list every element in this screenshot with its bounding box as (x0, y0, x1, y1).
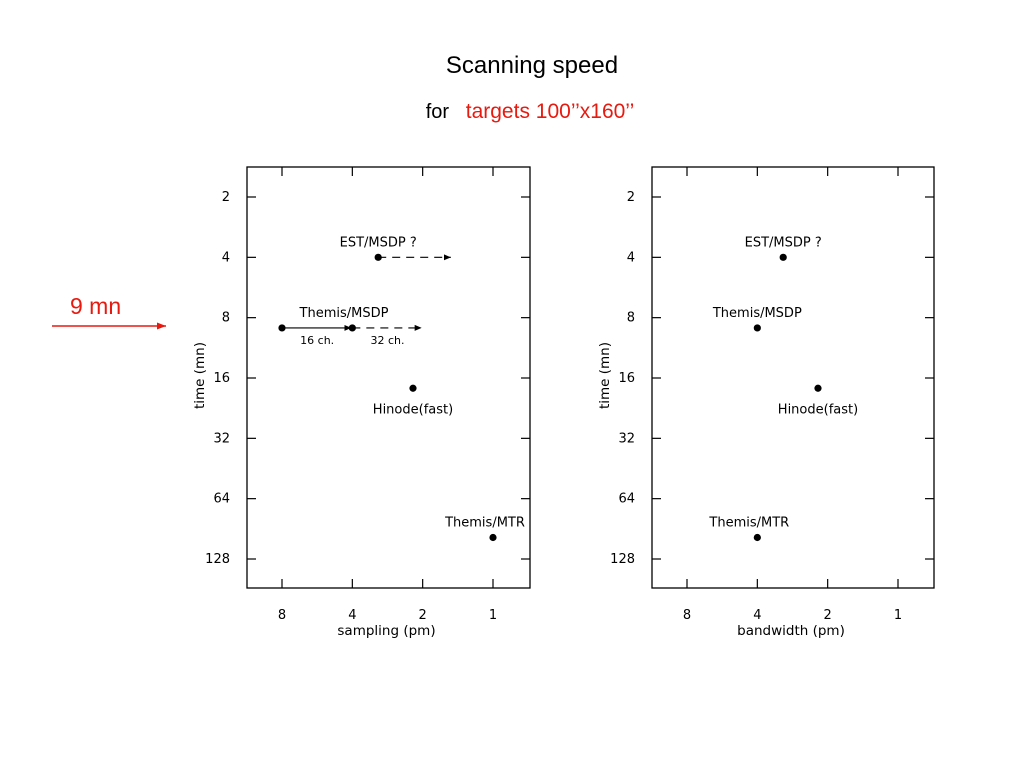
chart-sampling: 2 4 8 16 32 64 128 8 4 2 1 sampling (pm) time (mn) 16… (192, 166, 531, 639)
data-point (753, 324, 761, 332)
point-label: Themis/MSDP (299, 306, 389, 321)
y-tick-label: 8 (627, 311, 635, 326)
y-tick-label: 4 (627, 250, 635, 265)
data-point (278, 324, 286, 332)
connector-note: 32 ch. (370, 334, 404, 347)
point-label: Themis/MTR (708, 516, 789, 531)
arrow-label: 9 mn (70, 293, 122, 319)
subtitle-highlight: targets 100’’x160’’ (465, 100, 635, 123)
x-axis-label: bandwidth (pm) (737, 623, 845, 639)
data-point (753, 533, 761, 542)
point-label: EST/MSDP ? (745, 235, 822, 250)
slide-title: Scanning speed (445, 52, 619, 79)
y-tick-label: 16 (213, 371, 230, 386)
x-tick-label: 4 (348, 608, 356, 623)
y-axis-label: time (mn) (192, 342, 208, 409)
point-label: Themis/MSDP (712, 306, 802, 321)
y-axis-label: time (mn) (597, 342, 613, 409)
y-tick-label: 64 (213, 492, 230, 507)
data-point (409, 384, 417, 392)
point-label: Hinode(fast) (373, 402, 453, 417)
x-tick-label: 8 (278, 608, 286, 623)
slide-subtitle: for targets 100’’x160’’ (0, 100, 1024, 124)
y-tick-label: 128 (205, 552, 230, 567)
x-tick-label: 2 (419, 608, 427, 623)
data-point (374, 253, 382, 261)
point-label: Hinode(fast) (778, 402, 858, 417)
y-tick-label: 2 (222, 190, 230, 205)
x-axis-label: sampling (pm) (337, 623, 435, 639)
x-tick-label: 4 (753, 608, 761, 623)
x-tick-label: 2 (824, 608, 832, 623)
y-tick-label: 8 (222, 311, 230, 326)
x-tick-label: 8 (683, 608, 691, 623)
x-tick-label: 1 (489, 608, 497, 623)
x-tick-label: 1 (894, 608, 902, 623)
point-label: Themis/MTR (444, 516, 525, 531)
y-tick-label: 2 (627, 190, 635, 205)
plot-frame (651, 166, 935, 589)
y-tick-label: 32 (618, 431, 635, 446)
y-tick-label: 32 (213, 431, 230, 446)
y-tick-label: 64 (618, 492, 635, 507)
data-point (348, 324, 356, 332)
data-point (779, 253, 787, 261)
point-label: EST/MSDP ? (340, 235, 417, 250)
data-point (489, 533, 497, 542)
y-tick-label: 16 (618, 371, 635, 386)
data-point (814, 384, 822, 392)
y-tick-label: 128 (610, 552, 635, 567)
chart-bandwidth: 2 4 8 16 32 64 128 8 4 2 1 bandwidth (pm) time (mn) E… (597, 166, 935, 639)
y-tick-label: 4 (222, 250, 230, 265)
connector-note: 16 ch. (300, 334, 334, 347)
subtitle-prefix: for (425, 101, 450, 123)
